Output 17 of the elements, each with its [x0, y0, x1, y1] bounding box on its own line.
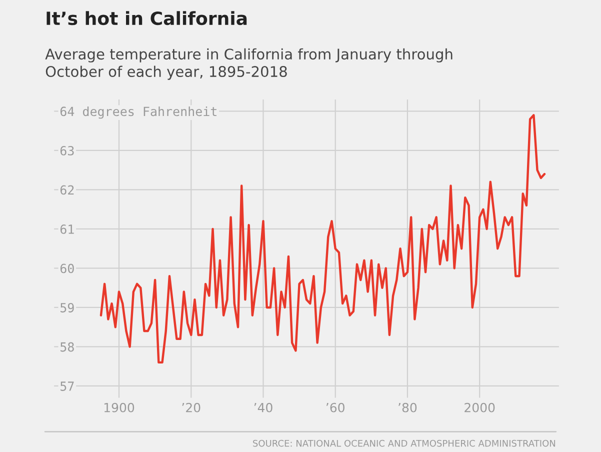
y-tick-label: 62 [60, 185, 74, 195]
y-tick-label: 57 [60, 382, 74, 391]
y-tick-label: 59 [60, 302, 74, 312]
chart-subtitle: Average temperature in California from January through October of each year, 1895-2018 [45, 48, 452, 80]
x-tick-label: ’60 [326, 402, 344, 412]
y-tick-label: 63 [60, 146, 74, 156]
source-note: SOURCE: NATIONAL OCEANIC AND ATMOSPHERIC ADMINISTRATION [253, 440, 556, 447]
x-tick-label: ’80 [398, 402, 417, 412]
x-tick-label: ’40 [254, 402, 272, 412]
y-tick-label: 61 [60, 224, 74, 234]
chart-title: It’s hot in California [46, 11, 247, 26]
x-tick-label: ’20 [182, 402, 200, 412]
y-tick-label: 58 [60, 342, 74, 352]
y-tick-label: 60 [60, 264, 74, 274]
x-tick-label: 2000 [464, 402, 495, 412]
y-tick-label: 64 degrees Fahrenheit [60, 106, 216, 119]
x-tick-label: 1900 [104, 402, 134, 412]
